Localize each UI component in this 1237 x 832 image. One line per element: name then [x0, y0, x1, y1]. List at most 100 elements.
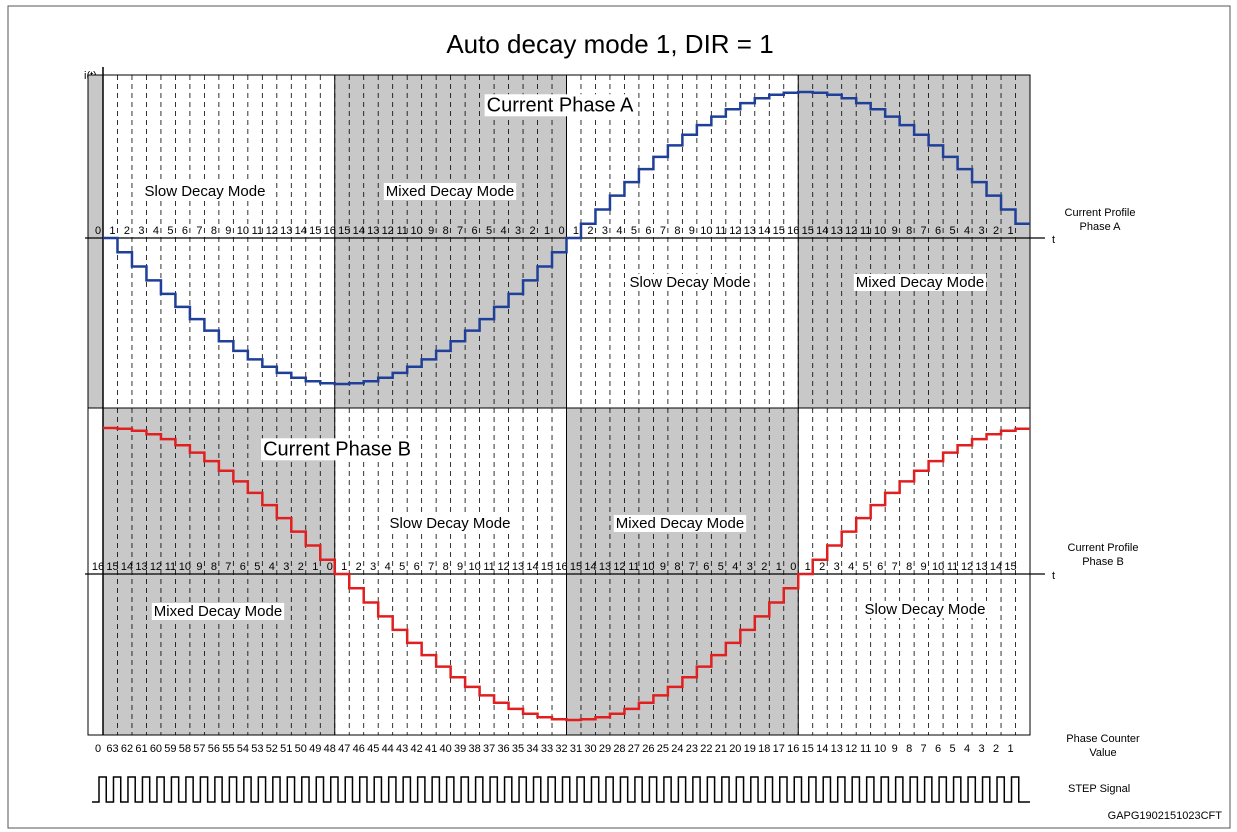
phase-name: Current Phase B	[263, 438, 411, 460]
counter-label: 26	[642, 743, 654, 755]
step-label: 9	[892, 225, 898, 237]
step-label: 10	[932, 561, 944, 573]
figure-id: GAPG1902151023CFT	[1108, 810, 1223, 822]
step-label: 6	[935, 225, 941, 237]
step-label: 9	[660, 561, 666, 573]
mode-label-bg	[387, 514, 513, 532]
step-label: 5	[950, 225, 956, 237]
step-label: 6	[240, 561, 246, 573]
mode-label: Slow Decay Mode	[145, 183, 266, 200]
counter-label: 21	[715, 743, 727, 755]
step-label: 9	[457, 561, 463, 573]
step-label: 12	[266, 225, 278, 237]
counter-label: 19	[744, 743, 756, 755]
step-label: 10	[700, 225, 712, 237]
counter-label: 44	[382, 743, 394, 755]
step-signal	[92, 776, 1030, 803]
counter-label: 8	[906, 743, 912, 755]
counter-label: 25	[657, 743, 669, 755]
counter-label: 3	[978, 743, 984, 755]
step-label: 16	[92, 561, 104, 573]
step-label: 15	[338, 225, 350, 237]
counter-label: 17	[773, 743, 785, 755]
counter-label: 10	[874, 743, 886, 755]
step-label: 14	[584, 561, 596, 573]
step-label: 12	[150, 561, 162, 573]
counter-label: 34	[526, 743, 538, 755]
counter-label: 62	[121, 743, 133, 755]
step-label: 8	[443, 561, 449, 573]
phase-name-bg	[261, 438, 413, 461]
counter-label: 12	[845, 743, 857, 755]
step-label: 11	[483, 561, 494, 573]
counter-label: 56	[208, 743, 220, 755]
mode-label: Slow Decay Mode	[390, 515, 511, 532]
step-label: 3	[834, 561, 840, 573]
step-label: 3	[602, 225, 608, 237]
step-label: 8	[443, 225, 449, 237]
counter-label: 55	[222, 743, 234, 755]
step-label: 3	[978, 225, 984, 237]
step-label: 14	[816, 225, 828, 237]
gray-region	[87, 74, 104, 409]
counter-label: 38	[468, 743, 480, 755]
step-label: 9	[196, 561, 202, 573]
step-label: 0	[95, 225, 101, 237]
step-label: 2	[529, 225, 535, 237]
step-label: 5	[863, 561, 869, 573]
mode-label-bg	[613, 514, 747, 532]
step-label: 12	[382, 225, 394, 237]
counter-label: 58	[179, 743, 191, 755]
counter-label: 49	[309, 743, 321, 755]
step-label: 15	[1004, 561, 1016, 573]
step-label: 4	[269, 561, 275, 573]
counter-label: 16	[787, 743, 799, 755]
step-label: 0	[327, 561, 333, 573]
step-label: 2	[587, 225, 593, 237]
step-label: 11	[165, 561, 176, 573]
step-label: 5	[718, 561, 724, 573]
step-label: 12	[845, 225, 857, 237]
step-label: 1	[109, 225, 115, 237]
step-label: 9	[428, 225, 434, 237]
step-label: 2	[761, 561, 767, 573]
mode-label: Mixed Decay Mode	[856, 274, 984, 291]
counter-label: 15	[802, 743, 814, 755]
step-label: 1	[573, 225, 579, 237]
counter-label: 7	[921, 743, 927, 755]
counter-label: 40	[440, 743, 452, 755]
step-label: 7	[457, 225, 463, 237]
mode-label-bg	[142, 182, 268, 200]
counter-label: 52	[266, 743, 278, 755]
side-label: Phase Counter	[1066, 733, 1140, 745]
mode-label: Mixed Decay Mode	[154, 603, 282, 620]
step-label: 5	[631, 225, 637, 237]
current-wave	[103, 90, 1030, 386]
step-label: 10	[642, 561, 654, 573]
counter-label: 22	[700, 743, 712, 755]
step-label: 9	[689, 225, 695, 237]
step-label: 8	[211, 225, 217, 237]
step-label: 2	[819, 561, 825, 573]
current-wave	[103, 426, 1030, 722]
step-label: 1	[805, 561, 811, 573]
step-label: 13	[744, 225, 756, 237]
counter-label: 11	[860, 743, 871, 755]
step-label: 0	[790, 561, 796, 573]
step-label: 3	[138, 225, 144, 237]
step-label: 14	[526, 561, 538, 573]
step-label: 13	[975, 561, 987, 573]
step-label: 10	[874, 225, 886, 237]
step-label: 10	[237, 225, 249, 237]
step-label: 9	[225, 225, 231, 237]
step-label: 3	[283, 561, 289, 573]
mode-label-bg	[862, 600, 988, 618]
step-label: 6	[414, 561, 420, 573]
counter-label: 63	[106, 743, 118, 755]
counter-label: 61	[135, 743, 147, 755]
step-label: 14	[121, 561, 133, 573]
counter-label: 33	[541, 743, 553, 755]
step-label: 7	[689, 561, 695, 573]
step-label: 8	[211, 561, 217, 573]
step-label: 7	[921, 225, 927, 237]
